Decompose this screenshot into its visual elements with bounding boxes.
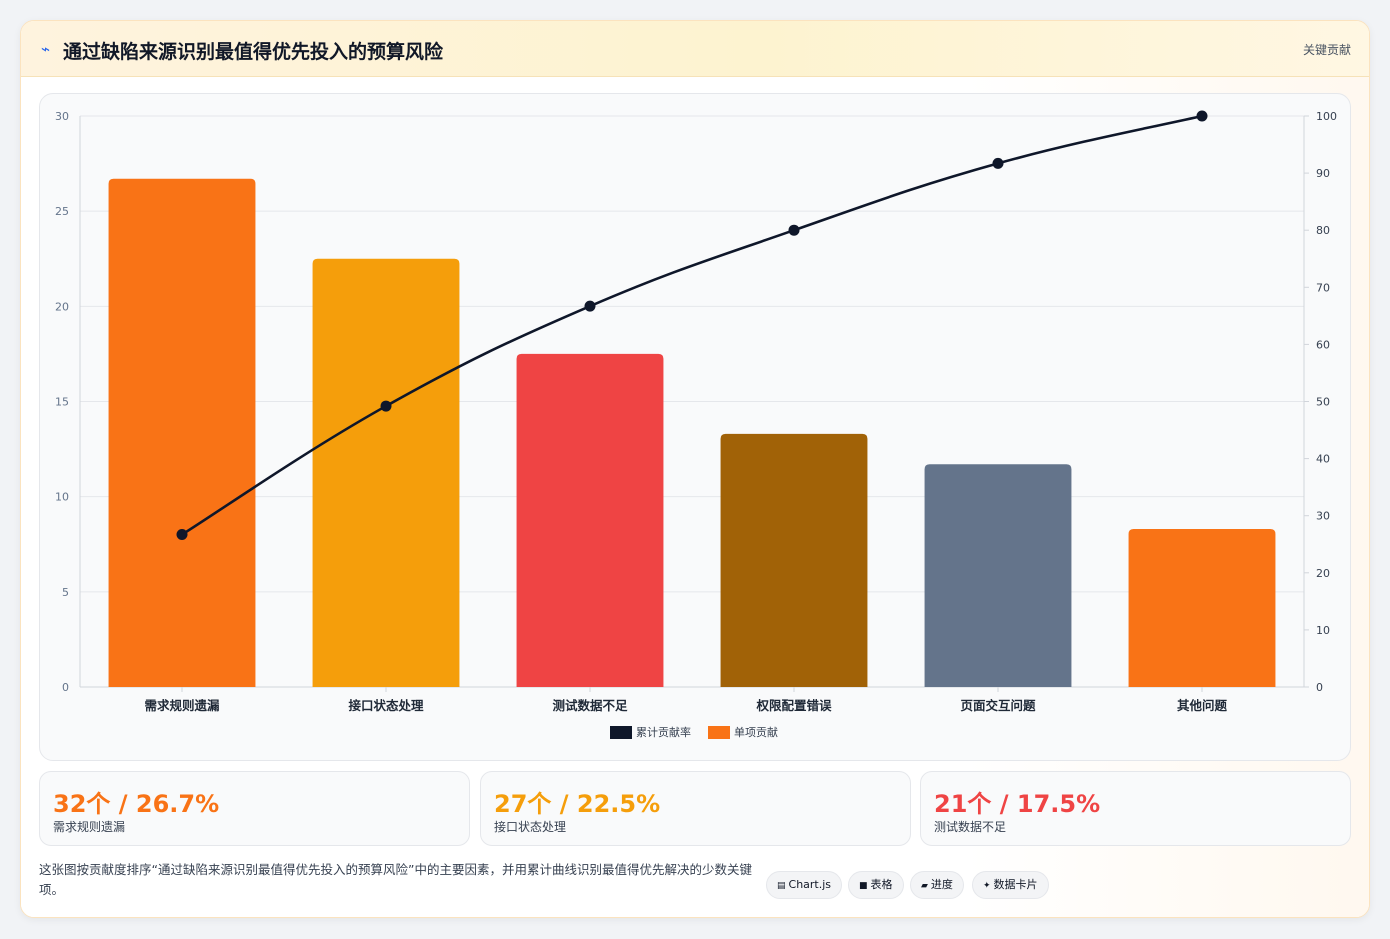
cumulative-point-3 — [584, 300, 596, 312]
x-tick-label: 其他问题 — [1177, 698, 1228, 713]
chip-chartjs[interactable]: ▤ Chart.js — [766, 871, 843, 899]
chart-card: ⌁ 通过缺陷来源识别最值得优先投入的预算风险 关键贡献 0 5 10 15 20 25 30… — [20, 20, 1370, 918]
cumulative-point-1 — [176, 529, 188, 541]
bar-2 — [312, 258, 460, 687]
cumulative-point-6 — [1196, 110, 1208, 122]
cumulative-line — [181, 114, 1203, 536]
stat-value: 27个 / 22.5% — [494, 790, 661, 818]
bar-5 — [924, 464, 1072, 687]
chart-description: 这张图按贡献度排序“通过缺陷来源识别最值得优先投入的预算风险”中的主要因素，并用… — [39, 862, 752, 897]
y-right-tick-label: 70 — [1316, 281, 1330, 294]
y-right-tick-label: 0 — [1316, 681, 1323, 694]
chip-label: 表格 — [870, 878, 893, 891]
chip-label: 进度 — [930, 878, 953, 891]
x-tick-label: 测试数据不足 — [552, 698, 628, 713]
x-tick-label: 接口状态处理 — [348, 698, 424, 713]
y-right-tick-label: 90 — [1316, 167, 1330, 180]
y-left-tick-label: 25 — [55, 205, 69, 218]
chip-data-card[interactable]: ✦ 数据卡片 — [972, 871, 1049, 899]
cumulative-point-2 — [380, 400, 392, 412]
y-left-tick-label: 30 — [55, 110, 69, 123]
bar-4 — [720, 433, 868, 687]
chart-panel: 0 5 10 15 20 25 30 0 10 20 30 40 50 60 70 80 90 100 需求规则遗漏… — [39, 93, 1351, 761]
card-icon: ✦ — [983, 881, 991, 891]
y-right-tick-label: 30 — [1316, 510, 1330, 523]
y-left-tick-label: 10 — [55, 491, 69, 504]
y-left-tick-label: 0 — [62, 681, 69, 694]
y-left-tick-label: 5 — [62, 586, 69, 599]
stat-label: 接口状态处理 — [494, 820, 567, 834]
y-left-tick-label: 15 — [55, 396, 69, 409]
bar-6 — [1128, 529, 1276, 687]
pareto-chart: 0 5 10 15 20 25 30 0 10 20 30 40 50 60 70 80 90 100 需求规则遗漏… — [55, 110, 1337, 739]
chip-label: 数据卡片 — [993, 878, 1038, 891]
card-header: ⌁ 通过缺陷来源识别最值得优先投入的预算风险 关键贡献 — [21, 21, 1369, 77]
y-right-tick-label: 50 — [1316, 396, 1330, 409]
y-right-tick-label: 60 — [1316, 338, 1330, 351]
legend-label: 累计贡献率 — [636, 725, 691, 739]
legend-swatch — [610, 726, 632, 739]
y-left-tick-label: 20 — [55, 300, 69, 313]
cumulative-point-4 — [788, 224, 800, 236]
x-tick-label: 权限配置错误 — [755, 698, 832, 713]
y-right-tick-label: 20 — [1316, 567, 1330, 580]
chip-progress[interactable]: ▰ 进度 — [910, 871, 964, 899]
y-right-tick-label: 80 — [1316, 224, 1330, 237]
progress-icon: ▰ — [921, 881, 928, 891]
legend-label: 单项贡献 — [734, 725, 778, 739]
stat-card-3: 21个 / 17.5% 测试数据不足 — [920, 771, 1351, 846]
bar-3 — [516, 353, 664, 687]
stat-card-2: 27个 / 22.5% 接口状态处理 — [480, 771, 911, 846]
cumulative-point-5 — [992, 157, 1004, 169]
stat-value: 32个 / 26.7% — [53, 790, 220, 818]
y-right-tick-label: 10 — [1316, 624, 1330, 637]
lightning-icon: ⌁ — [41, 40, 51, 58]
bar-1 — [108, 178, 256, 687]
stat-label: 需求规则遗漏 — [53, 820, 126, 834]
header-tag: 关键贡献 — [1302, 43, 1351, 57]
card-title: 通过缺陷来源识别最值得优先投入的预算风险 — [63, 41, 444, 63]
x-tick-label: 页面交互问题 — [960, 698, 1036, 713]
x-tick-label: 需求规则遗漏 — [144, 698, 220, 713]
legend-swatch — [708, 726, 730, 739]
chip-label: Chart.js — [788, 878, 832, 891]
card-body: 0 5 10 15 20 25 30 0 10 20 30 40 50 60 70 80 90 100 需求规则遗漏… — [21, 77, 1369, 917]
stat-value: 21个 / 17.5% — [934, 790, 1101, 818]
y-right-tick-label: 40 — [1316, 453, 1330, 466]
chart-icon: ▤ — [777, 881, 786, 891]
stat-card-1: 32个 / 26.7% 需求规则遗漏 — [39, 771, 470, 846]
stat-label: 测试数据不足 — [934, 820, 1007, 834]
y-right-tick-label: 100 — [1316, 110, 1337, 123]
chip-table[interactable]: ■ 表格 — [848, 871, 904, 899]
table-icon: ■ — [859, 881, 868, 891]
